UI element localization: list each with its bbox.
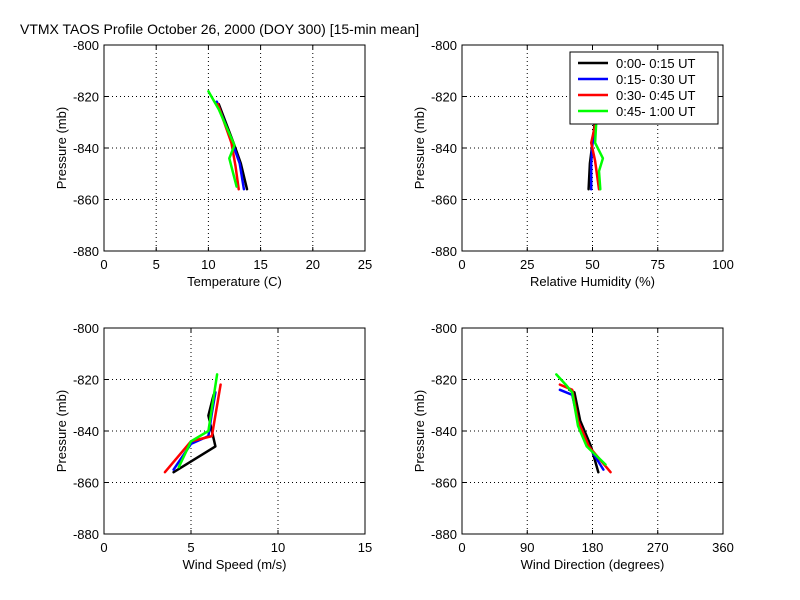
panel-2-ytick-label-2: -840 bbox=[431, 141, 457, 156]
panel-2-xtick-label-1: 25 bbox=[520, 257, 534, 272]
panel-3: 0 5 10 15 -800 -820 -840 -860 -880 Wind Speed (m/… bbox=[54, 321, 372, 572]
panels: 0 5 10 15 20 25 -800 -820 -840 -860 -880 Temperatur… bbox=[54, 38, 734, 572]
panel-3-ylabel: Pressure (mb) bbox=[54, 390, 69, 472]
panel-4-ytick-label-4: -880 bbox=[431, 527, 457, 542]
panel-2-xtick-label-3: 75 bbox=[651, 257, 665, 272]
panel-3-xtick-label-3: 15 bbox=[358, 540, 372, 555]
panel-2-xtick-label-4: 100 bbox=[712, 257, 734, 272]
panel-4-xtick-label-0: 0 bbox=[458, 540, 465, 555]
panel-4-ytick-label-3: -860 bbox=[431, 476, 457, 491]
panel-4-xtick-label-2: 180 bbox=[582, 540, 604, 555]
panel-1-ytick-label-0: -800 bbox=[73, 38, 99, 53]
legend: 0:00- 0:15 UT0:15- 0:30 UT0:30- 0:45 UT0… bbox=[569, 51, 719, 125]
panel-4-xtick-label-4: 360 bbox=[712, 540, 734, 555]
panel-4-xlabel: Wind Direction (degrees) bbox=[521, 557, 665, 572]
panel-2-ytick-label-0: -800 bbox=[431, 38, 457, 53]
panel-4-ytick-label-2: -840 bbox=[431, 424, 457, 439]
panel-2-frame bbox=[461, 44, 724, 252]
panel-1-ytick-label-4: -880 bbox=[73, 244, 99, 259]
panel-4-ytick-label-1: -820 bbox=[431, 373, 457, 388]
panel-2-ytick-label-1: -820 bbox=[431, 90, 457, 105]
panel-3-xtick-label-1: 5 bbox=[187, 540, 194, 555]
panel-3-series-0-45-1-00-ut bbox=[177, 373, 219, 469]
legend-label-4: 0:45- 1:00 UT bbox=[616, 104, 696, 119]
panel-3-ytick-label-4: -880 bbox=[73, 527, 99, 542]
panel-3-frame bbox=[103, 327, 366, 535]
legend-label-3: 0:30- 0:45 UT bbox=[616, 88, 696, 103]
panel-4-frame bbox=[461, 327, 724, 535]
panel-3-xtick-label-2: 10 bbox=[271, 540, 285, 555]
panel-4: 0 90 180 270 360 -800 -820 -840 -860 -880 Wind Dir… bbox=[412, 321, 734, 572]
panel-4-xtick-label-3: 270 bbox=[647, 540, 669, 555]
panel-4-xtick-label-1: 90 bbox=[520, 540, 534, 555]
figure-title: VTMX TAOS Profile October 26, 2000 (DOY … bbox=[20, 21, 419, 37]
panel-3-xlabel: Wind Speed (m/s) bbox=[182, 557, 286, 572]
panel-1-xlabel: Temperature (C) bbox=[187, 274, 282, 289]
legend-label-2: 0:15- 0:30 UT bbox=[616, 72, 696, 87]
panel-4-plot-area bbox=[462, 328, 723, 534]
panel-2-xtick-label-2: 50 bbox=[585, 257, 599, 272]
panel-1-xtick-label-0: 0 bbox=[100, 257, 107, 272]
panel-1-xtick-label-4: 20 bbox=[306, 257, 320, 272]
panel-2-xlabel: Relative Humidity (%) bbox=[530, 274, 655, 289]
legend-label-1: 0:00- 0:15 UT bbox=[616, 56, 696, 71]
panel-3-plot-area bbox=[104, 328, 365, 534]
panel-2-series-0-30-0-45-ut bbox=[589, 118, 601, 191]
panel-1-ytick-label-1: -820 bbox=[73, 90, 99, 105]
panel-3-ytick-label-2: -840 bbox=[73, 424, 99, 439]
panel-1-ylabel: Pressure (mb) bbox=[54, 107, 69, 189]
panel-1-series-0-45-1-00-ut bbox=[207, 90, 238, 188]
panel-1: 0 5 10 15 20 25 -800 -820 -840 -860 -880 Temperatur… bbox=[54, 38, 372, 289]
panel-1-xtick-label-1: 5 bbox=[153, 257, 160, 272]
panel-3-series-0-30-0-45-ut bbox=[163, 383, 222, 474]
panel-4-series-0-45-1-00-ut bbox=[555, 373, 607, 466]
panel-1-xtick-label-2: 10 bbox=[201, 257, 215, 272]
panel-3-ytick-label-0: -800 bbox=[73, 321, 99, 336]
panel-2-xtick-label-0: 0 bbox=[458, 257, 465, 272]
panel-1-frame bbox=[103, 44, 366, 252]
panel-1-ytick-label-3: -860 bbox=[73, 193, 99, 208]
panel-4-ylabel: Pressure (mb) bbox=[412, 390, 427, 472]
panel-3-ytick-label-3: -860 bbox=[73, 476, 99, 491]
panel-2-series-0-45-1-00-ut bbox=[593, 118, 605, 191]
panel-2-ytick-label-3: -860 bbox=[431, 193, 457, 208]
panel-2-ylabel: Pressure (mb) bbox=[412, 107, 427, 189]
panel-3-xtick-label-0: 0 bbox=[100, 540, 107, 555]
panel-1-xtick-label-5: 25 bbox=[358, 257, 372, 272]
panel-3-ytick-label-1: -820 bbox=[73, 373, 99, 388]
panel-1-ytick-label-2: -840 bbox=[73, 141, 99, 156]
panel-4-ytick-label-0: -800 bbox=[431, 321, 457, 336]
panel-2-ytick-label-4: -880 bbox=[431, 244, 457, 259]
panel-1-xtick-label-3: 15 bbox=[253, 257, 267, 272]
